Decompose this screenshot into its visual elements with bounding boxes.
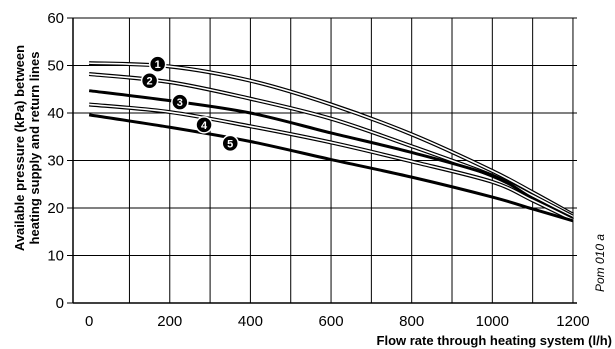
y-tick-label: 60 <box>47 10 64 27</box>
y-tick-label: 0 <box>56 295 64 312</box>
y-tick-label: 20 <box>47 200 64 217</box>
series-2-badge: 2 <box>140 71 159 90</box>
series-5-badge: 5 <box>221 134 239 153</box>
series-1-badge: 1 <box>148 55 167 73</box>
series-4-badge: 4 <box>195 116 213 134</box>
x-tick-label: 800 <box>399 313 424 330</box>
grid-lines <box>73 17 577 303</box>
series-3-badge: 3 <box>171 93 189 111</box>
x-tick-label: 1200 <box>556 313 589 330</box>
series-badge-label: 2 <box>147 76 153 88</box>
y-tick-label: 10 <box>47 248 64 265</box>
axes <box>67 17 577 304</box>
series-badge-label: 5 <box>227 138 233 150</box>
x-tick-label: 0 <box>85 313 93 330</box>
y-axis-title-line-2: heating supply and return lines <box>27 52 42 245</box>
y-tick-label: 30 <box>47 153 64 170</box>
series-4-line <box>88 102 574 222</box>
series-badge-label: 4 <box>201 120 208 132</box>
y-axis-title-line-1: Available pressure (kPa) between <box>12 45 27 251</box>
series-badge-label: 3 <box>177 97 183 109</box>
series-lines <box>88 61 574 223</box>
x-tick-label: 1000 <box>476 313 509 330</box>
series-1-line <box>89 61 574 217</box>
series-5-line <box>88 113 574 223</box>
x-tick-label: 200 <box>157 313 182 330</box>
figure-code: Pom 010 a <box>593 234 607 292</box>
y-tick-label: 50 <box>47 58 64 75</box>
x-axis-title: Flow rate through heating system (l/h) <box>377 333 612 348</box>
y-axis-title: Available pressure (kPa) between heating… <box>12 45 42 251</box>
series-badge-label: 1 <box>155 59 161 71</box>
series-badges: 12 3 4 5 <box>140 55 239 153</box>
y-tick-label: 40 <box>47 105 64 122</box>
x-tick-label: 600 <box>319 313 344 330</box>
series-2-line <box>88 72 574 219</box>
figure-code-text: Pom 010 a <box>593 234 607 292</box>
x-tick-label: 400 <box>238 313 263 330</box>
